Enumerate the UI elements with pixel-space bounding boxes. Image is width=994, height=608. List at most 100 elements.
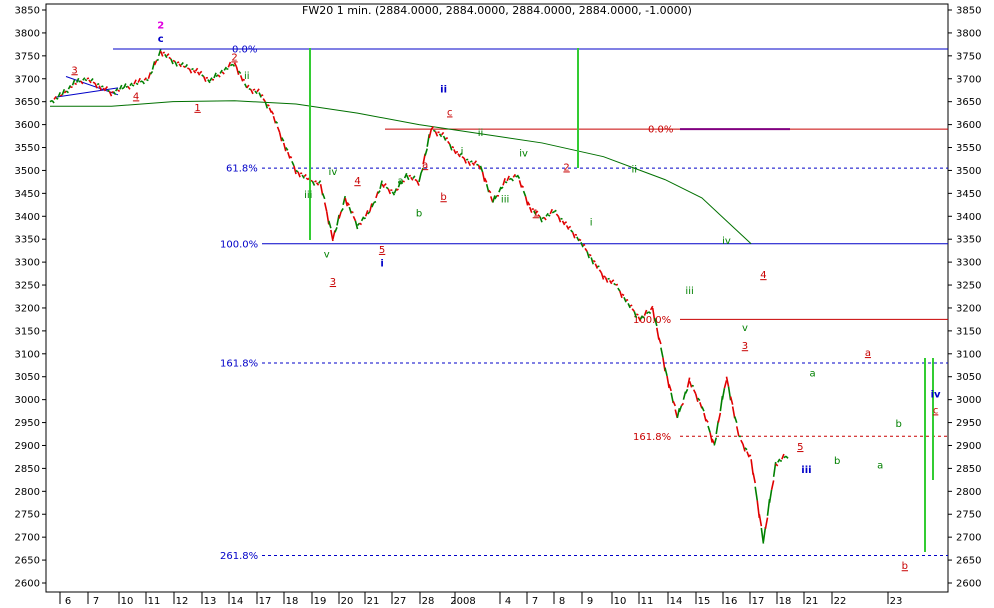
price-segment — [219, 69, 223, 74]
price-segment — [735, 426, 740, 437]
wave-label: a — [397, 176, 403, 187]
price-segment — [174, 61, 178, 67]
price-segment — [289, 155, 293, 159]
price-segment — [191, 67, 194, 71]
price-segment — [568, 225, 572, 229]
price-segment — [354, 220, 359, 230]
price-segment — [254, 90, 258, 95]
price-segment — [387, 188, 392, 195]
x-tick-label: 22 — [834, 596, 847, 607]
fib-level-label: 261.8% — [220, 551, 258, 562]
price-segment — [92, 81, 96, 85]
fib-level-label: 161.8% — [220, 358, 258, 369]
y-tick-label-right: 3800 — [956, 28, 981, 39]
wave-label: 2 — [157, 20, 164, 31]
price-segment — [500, 186, 504, 190]
price-segment — [377, 190, 381, 194]
price-segment — [338, 211, 342, 219]
price-segment — [63, 90, 67, 94]
x-tick-label: 4 — [505, 596, 511, 607]
price-segment — [107, 89, 110, 93]
price-segment — [477, 164, 482, 170]
wave-label: 2 — [231, 52, 237, 63]
price-segment — [705, 419, 709, 423]
wave-label: 3 — [330, 277, 336, 288]
price-segment — [311, 180, 316, 186]
price-segment — [151, 61, 156, 70]
price-segment — [576, 236, 580, 242]
price-segment — [57, 91, 61, 98]
price-segment — [623, 296, 627, 303]
price-segment — [123, 83, 127, 89]
price-segment — [182, 65, 186, 68]
wave-label: i — [380, 259, 383, 270]
wave-label: b — [896, 419, 902, 430]
price-segment — [385, 186, 389, 190]
price-segment — [315, 182, 320, 186]
price-segment — [629, 304, 633, 307]
price-segment — [252, 88, 256, 91]
price-segment — [323, 202, 328, 212]
x-tick-label: 18 — [779, 596, 792, 607]
price-segment — [557, 216, 562, 223]
moving-average — [50, 100, 752, 245]
price-segment — [291, 160, 295, 167]
price-segment — [611, 279, 615, 283]
x-tick-label: 6 — [65, 596, 71, 607]
plot-border — [45, 3, 949, 593]
price-segment — [541, 216, 545, 220]
price-segment — [114, 87, 119, 92]
price-segment — [437, 131, 440, 134]
price-segment — [203, 76, 207, 82]
price-segment — [582, 243, 586, 247]
y-tick-label-right: 2950 — [956, 418, 981, 429]
price-segment — [545, 212, 549, 217]
price-segment — [360, 216, 365, 222]
price-segment — [668, 384, 672, 392]
price-segment — [580, 241, 584, 248]
price-segment — [256, 88, 260, 93]
price-segment — [71, 79, 76, 86]
price-segment — [351, 210, 354, 214]
price-segment — [381, 183, 385, 188]
price-segment — [156, 58, 159, 62]
price-segment — [584, 247, 588, 252]
price-segment — [422, 153, 426, 165]
price-segment — [293, 165, 297, 175]
price-segment — [420, 167, 424, 174]
price-segment — [692, 389, 697, 395]
price-segment — [694, 393, 699, 402]
y-tick-label-right: 3450 — [956, 189, 981, 200]
x-tick-label: 16 — [725, 596, 738, 607]
price-segment — [188, 68, 193, 74]
price-segment — [75, 77, 80, 83]
price-segment — [379, 180, 383, 189]
price-segment — [537, 214, 541, 218]
price-segment — [428, 129, 433, 139]
price-segment — [770, 480, 775, 490]
price-segment — [248, 87, 252, 91]
price-segment — [752, 472, 756, 484]
price-segment — [166, 53, 170, 57]
wave-label: iii — [304, 190, 312, 201]
price-segment — [239, 75, 244, 82]
price-segment — [535, 210, 539, 214]
y-tick-label-right: 3200 — [956, 303, 981, 314]
price-segment — [494, 195, 498, 200]
price-segment — [725, 376, 730, 387]
price-segment — [199, 70, 203, 74]
price-segment — [515, 175, 518, 178]
price-segment — [653, 317, 658, 327]
price-segment — [473, 160, 478, 165]
price-segment — [285, 147, 289, 151]
price-segment — [711, 438, 715, 444]
x-tick-label: 23 — [890, 596, 903, 607]
wave-labels: 2c3412iiiiiivv345iababiiciiiiiiiv12iiiii… — [71, 20, 941, 572]
triangle-line — [55, 87, 119, 98]
price-segment — [578, 238, 582, 242]
wave-label: 1 — [533, 208, 539, 219]
price-segment — [94, 83, 98, 89]
price-segment — [53, 95, 57, 100]
price-segment — [108, 91, 113, 97]
price-segment — [143, 77, 147, 81]
